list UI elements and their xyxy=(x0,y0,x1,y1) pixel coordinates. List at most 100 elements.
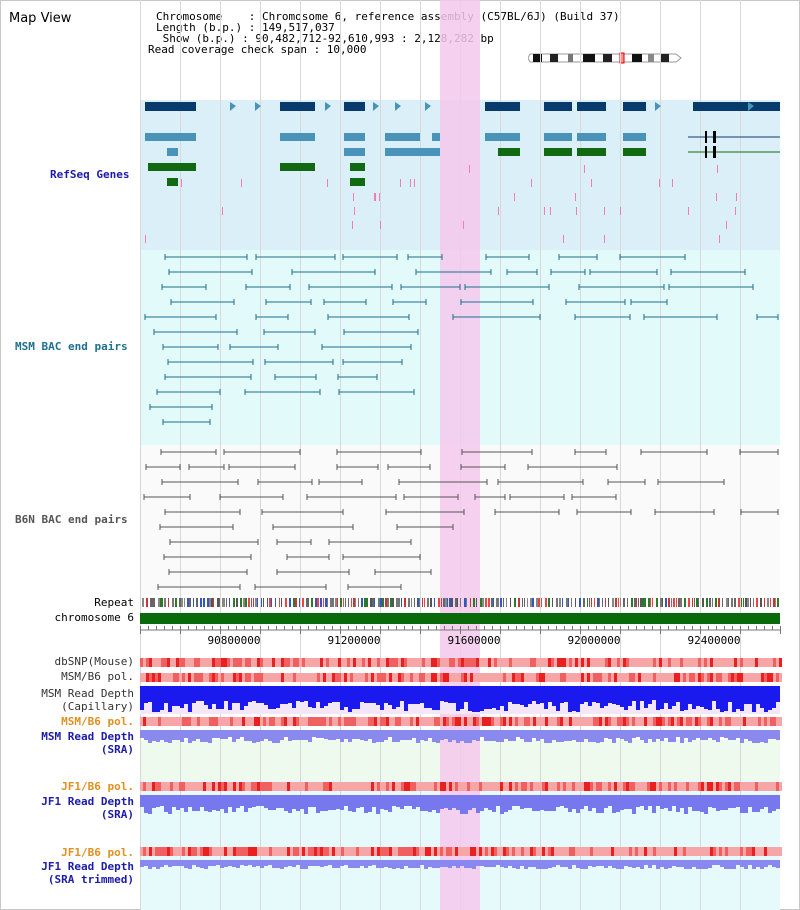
msm-pol2-cell xyxy=(413,717,416,726)
msm-pol2-cell xyxy=(347,717,350,726)
genome-browser-plot[interactable]: 90800000 91200000 91600000 92000000 92400000 xyxy=(140,0,782,910)
msm-pol2-cell xyxy=(626,717,629,726)
jf1-trimmed-depth-bar xyxy=(400,860,404,869)
dbsnp-cell xyxy=(605,658,608,667)
track-label-jf1-depth-sra[interactable]: JF1 Read Depth xyxy=(41,795,134,808)
track-label-refseq-genes[interactable]: RefSeq Genes xyxy=(50,168,130,181)
msm-capillary-depth-bar xyxy=(560,686,564,703)
track-label-msm-pol-2[interactable]: MSM/B6 pol. xyxy=(61,715,134,728)
jf1-trimmed-depth-bar xyxy=(160,860,164,867)
snp-tick xyxy=(563,235,564,243)
jf1-pol-cell xyxy=(665,782,668,791)
chromosome-ideogram[interactable] xyxy=(528,52,683,64)
repeat-element xyxy=(271,598,272,607)
jf1-pol2-cell xyxy=(512,847,515,856)
msm-pol-cell xyxy=(314,673,317,682)
jf1-sra-depth-bar xyxy=(620,795,624,810)
highlight-region[interactable] xyxy=(440,0,480,910)
msm-capillary-depth-bar xyxy=(528,686,532,704)
b6n-bac-end-pairs-track[interactable] xyxy=(143,449,779,590)
msm-pol-cell xyxy=(587,673,590,682)
jf1-pol2-cell xyxy=(491,847,494,856)
msm-pol2-cell xyxy=(521,717,524,726)
msm-capillary-depth-bar xyxy=(300,686,304,702)
msm-pol2-cell xyxy=(725,717,728,726)
dbsnp-cell xyxy=(335,658,338,667)
track-label-dbsnp[interactable]: dbSNP(Mouse) xyxy=(54,655,134,668)
jf1-pol2-cell xyxy=(167,847,170,856)
jf1-sra-depth-bar xyxy=(384,795,388,810)
gene-exon xyxy=(713,131,716,143)
dbsnp-cell xyxy=(740,658,743,667)
msm-pol2-cell xyxy=(239,717,242,726)
msm-pol2-cell xyxy=(473,717,476,726)
jf1-pol-cell xyxy=(494,782,497,791)
jf1-pol2-cell xyxy=(578,847,581,856)
msm-pol-cell xyxy=(173,673,176,682)
jf1-pol-cell xyxy=(590,782,593,791)
track-label-repeat[interactable]: Repeat xyxy=(94,596,134,609)
jf1-sra-depth-bar xyxy=(692,795,696,811)
dbsnp-cell xyxy=(626,658,629,667)
jf1-trimmed-depth-bar xyxy=(196,860,200,867)
jf1-pol-cell xyxy=(371,782,374,791)
msm-capillary-depth-bar xyxy=(708,686,712,710)
track-label-msm-bac[interactable]: MSM BAC end pairs xyxy=(15,340,128,353)
track-label-msm-depth-sra[interactable]: MSM Read Depth xyxy=(41,730,134,743)
refseq-genes-track[interactable] xyxy=(145,102,780,243)
track-label-msm-depth-capillary[interactable]: MSM Read Depth xyxy=(41,687,134,700)
repeat-track[interactable] xyxy=(142,598,779,607)
track-label-chromosome[interactable]: chromosome 6 xyxy=(54,611,134,624)
jf1-trimmed-depth-bar xyxy=(508,860,512,866)
dbsnp-cell xyxy=(395,658,398,667)
track-label-jf1-depth-trimmed[interactable]: JF1 Read Depth xyxy=(41,860,134,873)
msm-pol2-cell xyxy=(731,717,734,726)
msm-pol2-cell xyxy=(308,717,311,726)
msm-sra-depth-bar xyxy=(580,730,584,742)
msm-sra-depth-bar xyxy=(420,730,424,740)
dbsnp-cell xyxy=(221,658,224,667)
snp-tick xyxy=(672,179,673,187)
repeat-element xyxy=(315,598,317,607)
dbsnp-cell xyxy=(230,658,233,667)
jf1-sra-depth-bar xyxy=(560,795,564,806)
track-label-msm-pol-1[interactable]: MSM/B6 pol. xyxy=(61,670,134,683)
gene-block xyxy=(280,163,315,171)
track-label-jf1-pol-1[interactable]: JF1/B6 pol. xyxy=(61,780,134,793)
jf1-pol2-cell xyxy=(524,847,527,856)
msm-pol-cell xyxy=(545,673,548,682)
msm-pol-cell xyxy=(611,673,614,682)
msm-pol2-cell xyxy=(353,717,356,726)
jf1-pol2-cell xyxy=(734,847,737,856)
snp-tick xyxy=(380,221,381,229)
repeat-element xyxy=(398,598,400,607)
variant-depth-tracks[interactable] xyxy=(140,658,782,869)
chromosome-bar[interactable] xyxy=(140,613,780,624)
repeat-element xyxy=(743,598,744,607)
msm-sra-depth-bar xyxy=(700,730,704,740)
msm-pol2-cell xyxy=(146,717,149,726)
repeat-element xyxy=(702,598,704,607)
repeat-element xyxy=(694,598,695,607)
repeat-element xyxy=(500,598,502,607)
jf1-trimmed-depth-bar xyxy=(180,860,184,866)
jf1-pol-cell xyxy=(599,782,602,791)
snp-tick xyxy=(352,221,353,229)
msm-sra-depth-bar xyxy=(392,730,396,742)
msm-capillary-depth-bar xyxy=(256,686,260,703)
msm-sra-depth-bar xyxy=(220,730,224,739)
gene-block xyxy=(577,133,606,141)
jf1-pol-cell xyxy=(410,782,413,791)
dbsnp-cell xyxy=(437,658,440,667)
msm-pol2-cell xyxy=(260,717,263,726)
repeat-element xyxy=(374,598,375,607)
msm-bac-end-pairs-track[interactable] xyxy=(144,254,779,425)
msm-sra-depth-bar xyxy=(352,730,356,739)
jf1-sra-depth-bar xyxy=(548,795,552,811)
jf1-trimmed-depth-bar xyxy=(176,860,180,866)
track-label-jf1-pol-2[interactable]: JF1/B6 pol. xyxy=(61,846,134,859)
track-label-b6n-bac[interactable]: B6N BAC end pairs xyxy=(15,513,128,526)
jf1-pol2-cell xyxy=(311,847,314,856)
jf1-pol2-cell xyxy=(497,847,500,856)
jf1-sra-depth-bar xyxy=(208,795,212,812)
